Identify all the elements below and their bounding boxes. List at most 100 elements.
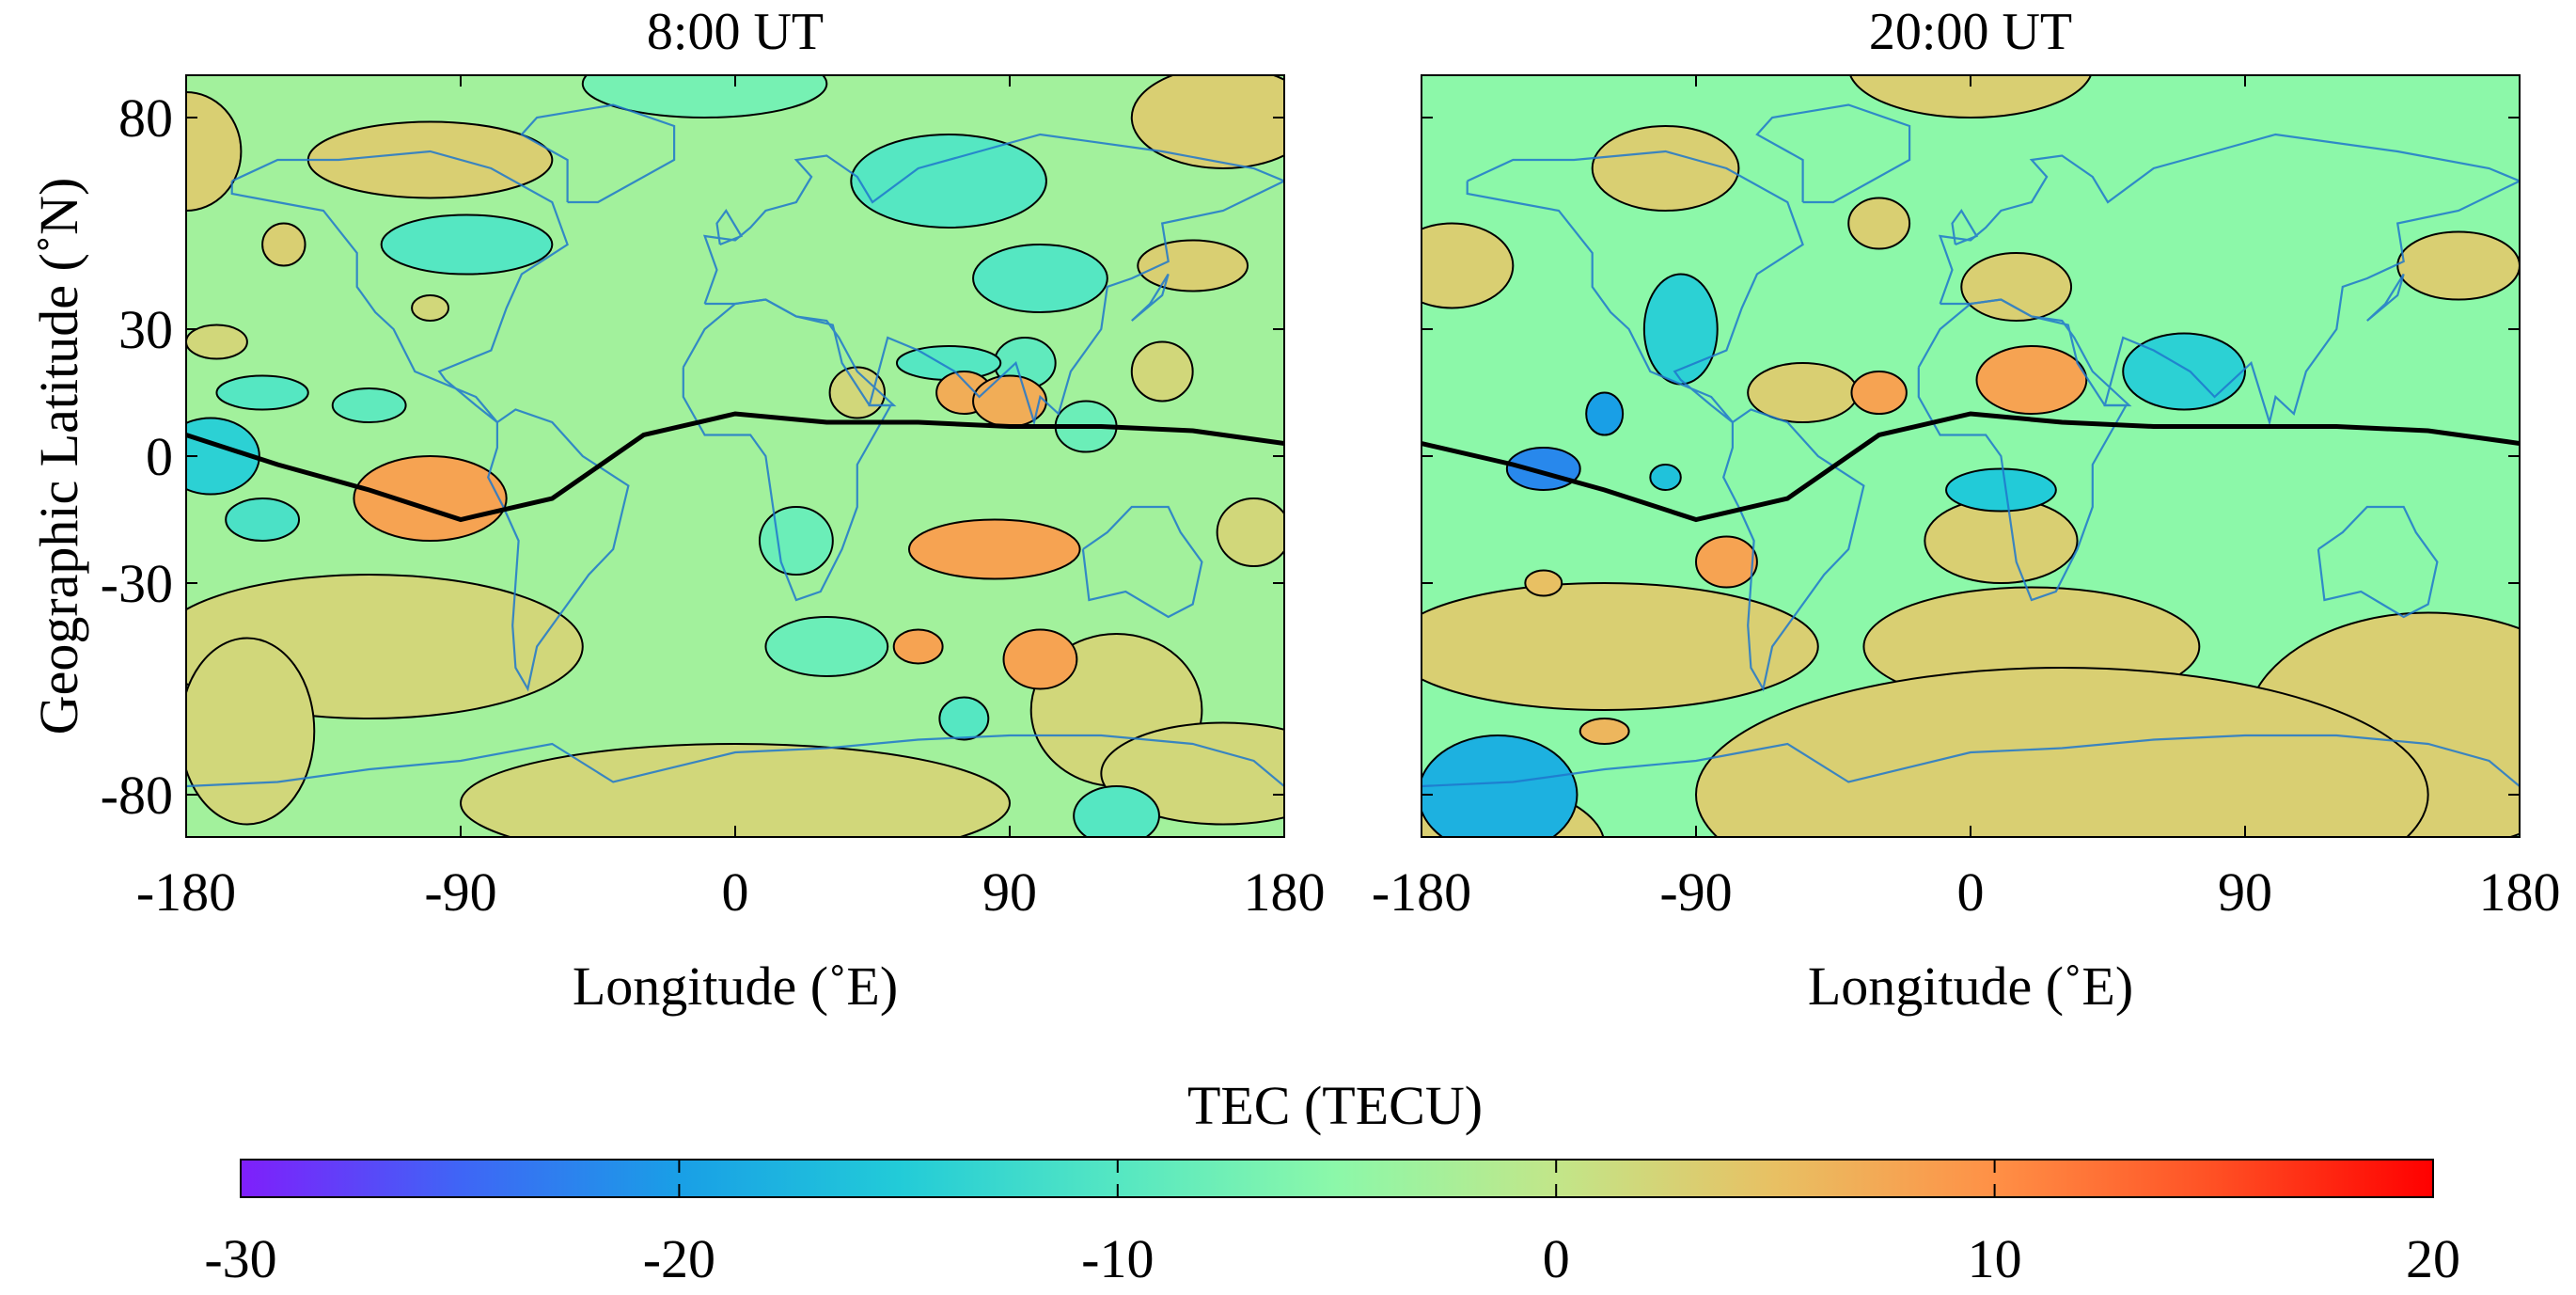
- magnetic-equator-line-8ut: [186, 411, 1284, 523]
- contour-region: [225, 497, 301, 542]
- contour-region: [1579, 718, 1630, 745]
- contour-region: [1422, 222, 1515, 309]
- x-tick-label: 90: [982, 861, 1037, 923]
- contour-region: [2396, 230, 2520, 301]
- contour-region: [1975, 345, 2088, 415]
- coastline: [1917, 298, 2128, 602]
- contour-region: [2122, 332, 2246, 411]
- y-tick-label: -30: [101, 553, 173, 614]
- panel-title-20ut: 20:00 UT: [1869, 3, 2072, 61]
- colorbar-tick-label: -20: [643, 1228, 715, 1289]
- axis-20ut: -180 -90 0 90 180: [1372, 75, 2561, 923]
- contour-region: [1848, 75, 2093, 118]
- contour-region: [380, 213, 554, 276]
- contour-region: [1945, 467, 2057, 513]
- coastline: [715, 209, 744, 246]
- contour-region: [581, 75, 828, 118]
- coastline: [186, 734, 1284, 788]
- coastline: [1081, 505, 1203, 619]
- contour-region: [1216, 497, 1284, 567]
- coastline: [1938, 133, 2520, 427]
- coastline: [520, 103, 676, 204]
- x-tick-label: -180: [1372, 861, 1471, 923]
- contour-regions-20ut: [1422, 75, 2520, 837]
- magnetic-equator-line-20ut: [1422, 411, 2520, 523]
- contour-region: [850, 134, 1047, 229]
- contour-region: [411, 294, 450, 322]
- contour-region: [1130, 75, 1284, 169]
- contour-region: [1642, 273, 1719, 386]
- coastline: [1951, 209, 1979, 246]
- contour-region: [1137, 239, 1249, 292]
- contour-region: [186, 637, 316, 826]
- contour-region: [186, 417, 260, 496]
- contour-region: [215, 374, 309, 411]
- contour-region: [460, 743, 1011, 837]
- contour-region: [1130, 340, 1194, 403]
- x-tick-label: 90: [2218, 861, 2272, 923]
- contour-map-8ut: [186, 75, 1284, 837]
- contour-region: [331, 387, 407, 423]
- contour-region: [828, 366, 886, 419]
- contour-region: [1073, 785, 1160, 837]
- y-tick-label: 80: [118, 87, 173, 149]
- x-tick-label: -180: [136, 861, 236, 923]
- contour-region: [261, 222, 306, 267]
- y-axis-label: Geographic Latitude (˚N): [28, 178, 89, 735]
- colorbar-gradient: [240, 1159, 2434, 1198]
- colorbar-ticks: -30 -20 -10 0 10 20: [204, 1160, 2460, 1289]
- x-tick-label: 0: [1957, 861, 1985, 923]
- contour-region: [1649, 464, 1682, 491]
- contour-region: [1585, 391, 1625, 436]
- colorbar-tick-label: -30: [204, 1228, 276, 1289]
- contour-region: [1524, 569, 1563, 597]
- colorbar-tick-label: -10: [1081, 1228, 1154, 1289]
- y-tick-label: -80: [101, 765, 173, 826]
- coastline: [682, 298, 893, 602]
- coastline: [1131, 273, 1170, 322]
- coastline: [230, 150, 569, 423]
- colorbar-tick-label: 20: [2406, 1228, 2460, 1289]
- contour-region: [938, 696, 990, 741]
- coastline: [1722, 408, 1865, 692]
- contour-region: [1422, 734, 1579, 837]
- colorbar-label: TEC (TECU): [1187, 1075, 1483, 1136]
- contour-region: [1850, 371, 1908, 415]
- coastline: [1466, 150, 1804, 423]
- contour-region: [1505, 447, 1581, 491]
- panel-8ut: 8:00 UT -180 -90 0 90 180 -80 -30 0 30 80 Longitu…: [28, 3, 1326, 1017]
- contour-region: [1695, 667, 2429, 837]
- coastline: [1422, 734, 2520, 788]
- x-tick-label: 180: [1244, 861, 1326, 923]
- y-tick-label: 0: [146, 426, 173, 487]
- colorbar-tick-label: 0: [1543, 1228, 1570, 1289]
- contour-region: [907, 518, 1081, 580]
- contour-region: [1695, 535, 1758, 589]
- contour-region: [892, 628, 944, 665]
- coastlines-20ut: [1422, 103, 2520, 788]
- coastlines-8ut: [186, 103, 1284, 788]
- coastline: [2366, 273, 2405, 322]
- y-tick-label: 30: [118, 299, 173, 360]
- colorbar-tick-label: 10: [1968, 1228, 2022, 1289]
- contour-region: [1847, 197, 1911, 250]
- coastline: [1755, 103, 1911, 204]
- contour-region: [758, 506, 834, 576]
- x-tick-label: -90: [424, 861, 496, 923]
- colorbar: TEC (TECU) -30 -20 -10 0 10 20: [204, 1075, 2460, 1289]
- x-axis-label-20ut: Longitude (˚E): [1808, 955, 2133, 1017]
- contour-map-20ut: [1422, 75, 2520, 837]
- x-axis-label-8ut: Longitude (˚E): [573, 955, 898, 1017]
- coastline: [702, 133, 1284, 427]
- axis-8ut: -180 -90 0 90 180 -80 -30 0 30 80: [101, 75, 1326, 923]
- x-tick-label: 0: [722, 861, 749, 923]
- contour-region: [972, 244, 1108, 313]
- panel-20ut: 20:00 UT -180 -90 0 90 180 Longitude (˚E): [1372, 3, 2561, 1017]
- contour-region: [1002, 628, 1078, 690]
- contour-region: [764, 616, 889, 677]
- panel-title-8ut: 8:00 UT: [647, 3, 824, 61]
- contour-region: [1591, 125, 1740, 212]
- contour-region: [1422, 582, 1819, 711]
- coastline: [487, 408, 630, 692]
